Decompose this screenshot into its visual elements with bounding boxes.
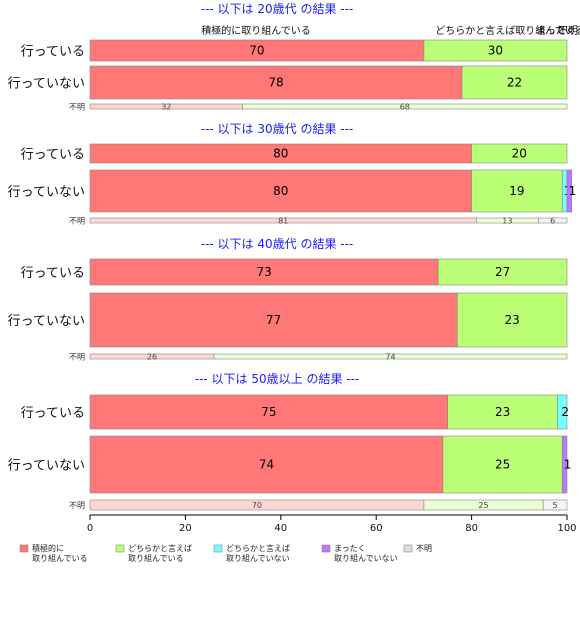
bar-segment [561,435,568,494]
data-label: 75 [261,405,276,419]
x-tick-label: 60 [370,523,383,534]
data-label: 81 [278,217,288,226]
data-label: 22 [507,76,522,90]
row-label: 行っていない [8,77,85,92]
bar-segment [566,169,573,213]
bar-segment [471,169,563,213]
legend-swatch [19,544,29,553]
row-label: 行っていない [8,185,85,200]
bar-segment [471,143,568,164]
row-label: 行っていない [8,459,85,474]
bar-segment [538,217,568,224]
panel-title: --- 以下は 30歳代 の結果 --- [201,122,354,136]
x-tick-label: 80 [465,523,478,534]
panel-title: --- 以下は 50歳以上 の結果 --- [195,372,360,386]
bar-segment [461,65,568,100]
data-label: 32 [161,103,171,112]
data-label: 30 [488,44,503,58]
bar-segment [542,499,568,511]
data-label: 2 [561,405,569,419]
data-label: 80 [273,147,288,161]
bar-segment [89,65,463,100]
legend-label: どちらかと言えば [226,543,290,553]
row-label: 行っている [21,266,85,281]
unknown-row-label: 不明 [69,353,85,362]
bar-segment [456,292,568,348]
x-tick-label: 100 [557,523,576,534]
data-label: 80 [273,184,288,198]
x-tick-label: 0 [87,523,93,534]
bar-segment [437,258,568,286]
top-label-level-5: 不明 [558,25,578,37]
legend-swatch [403,544,413,553]
unknown-row-label: 不明 [69,501,85,510]
row-label: 行っている [21,45,85,60]
bar-segment [423,39,568,62]
top-label-level-4: まったく [536,25,576,37]
data-label: 6 [550,217,555,226]
x-tick-label: 40 [274,523,287,534]
data-label: 1 [564,458,572,472]
panel-title: --- 以下は 40歳代 の結果 --- [201,237,354,251]
legend-label: 取り組んでいない [226,553,290,563]
bar-segment [447,394,558,430]
data-label: 70 [252,501,262,510]
data-label: 78 [268,76,283,90]
data-label: 23 [495,405,510,419]
data-label: 26 [147,353,157,362]
legend-swatch [115,544,125,553]
top-label-level-2: どちらかと言えば取り組んでいる [435,24,580,37]
data-label: 74 [259,458,274,472]
row-label: 行っている [21,406,85,421]
bar-segment [89,292,458,348]
top-label-level-1: 積極的に取り組んでいる [201,24,311,37]
data-label: 68 [400,103,410,112]
bar-segment [89,169,472,213]
row-label: 行っていない [8,314,85,329]
bar-segment [89,435,444,494]
row-label: 行っている [21,148,85,163]
legend-swatch [213,544,223,553]
data-label: 20 [512,147,527,161]
data-label: 77 [266,313,281,327]
legend-label: 取り組んでいない [334,553,398,563]
data-label: 23 [505,313,520,327]
legend-label: 取り組んでいる [32,553,88,563]
bar-segment [213,353,568,360]
unknown-row-label: 不明 [69,217,85,226]
data-label: 70 [249,44,264,58]
legend-swatch [321,544,331,553]
data-label: 19 [509,184,524,198]
panel-title: --- 以下は 20歳代 の結果 --- [201,2,354,16]
data-label: 27 [495,265,510,279]
legend-label: まったく [334,544,366,553]
data-label: 73 [256,265,271,279]
legend-label: どちらかと言えば [128,543,192,553]
data-label: 25 [478,501,488,510]
bar-segment [89,258,439,286]
legend-label: 不明 [416,544,432,553]
x-tick-label: 20 [179,523,192,534]
bar-segment [557,394,568,430]
data-label: 1 [569,184,577,198]
bar-segment [89,394,449,430]
data-label: 13 [502,217,512,226]
legend-label: 取り組んでいる [128,553,184,563]
unknown-row-label: 不明 [69,103,85,112]
legend-label: 積極的に [32,543,64,553]
bar-segment [242,103,568,110]
data-label: 5 [553,501,558,510]
data-label: 74 [385,353,395,362]
data-label: 25 [495,458,510,472]
